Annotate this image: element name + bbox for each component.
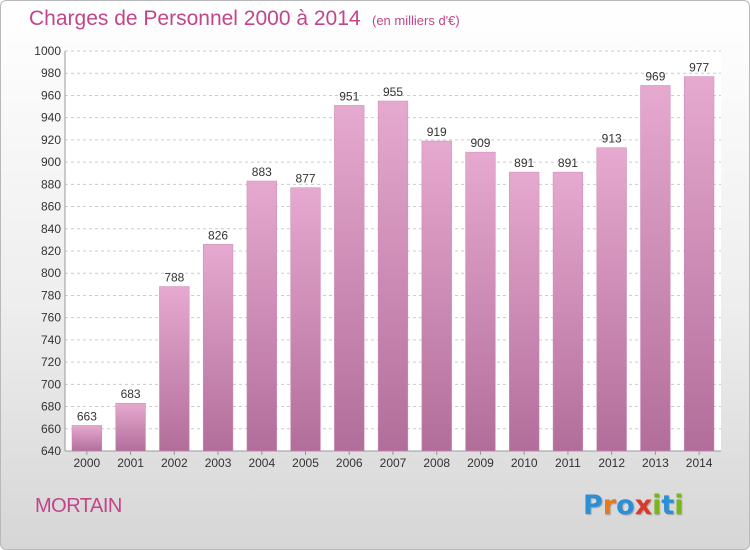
y-tick-label: 820 — [41, 244, 61, 258]
bar-2001 — [115, 402, 146, 452]
x-tick-label: 2013 — [642, 456, 669, 470]
x-tick-label: 2008 — [423, 456, 450, 470]
data-label: 913 — [602, 132, 622, 146]
y-tick-label: 980 — [41, 66, 61, 80]
data-label: 683 — [121, 387, 141, 401]
data-label: 969 — [645, 69, 665, 83]
place-name: MORTAIN — [35, 495, 122, 517]
bar-2007 — [377, 100, 409, 452]
y-tick-label: 660 — [41, 422, 61, 436]
x-tick-label: 2007 — [380, 456, 407, 470]
x-tick-label: 2003 — [205, 456, 232, 470]
logo-letter: i — [652, 490, 662, 521]
data-label: 826 — [208, 228, 228, 242]
data-label: 877 — [296, 172, 316, 186]
proxiti-logo: Proxiti — [583, 490, 684, 521]
chart-title: Charges de Personnel 2000 à 2014 — [29, 7, 361, 30]
y-tick-label: 940 — [41, 111, 61, 125]
y-tick-label: 640 — [41, 444, 61, 458]
bar-2011 — [552, 171, 584, 452]
data-label: 951 — [339, 89, 359, 103]
y-tick-label: 680 — [41, 400, 61, 414]
x-tick-label: 2014 — [686, 456, 713, 470]
bar-2008 — [421, 140, 452, 452]
bar-2000 — [71, 425, 102, 452]
logo-letter: o — [616, 490, 635, 521]
bar-2005 — [290, 187, 321, 452]
x-tick-label: 2011 — [555, 456, 581, 470]
bar-2010 — [509, 171, 540, 452]
y-tick-label: 780 — [41, 288, 61, 302]
y-tick-label: 880 — [41, 177, 61, 191]
logo-letter: i — [674, 490, 684, 521]
y-tick-label: 860 — [41, 200, 61, 214]
bar-2012 — [596, 147, 627, 452]
logo-letter: x — [634, 490, 653, 521]
data-label: 891 — [558, 156, 578, 170]
x-tick-label: 2006 — [336, 456, 363, 470]
y-tick-label: 920 — [41, 133, 61, 147]
data-label: 955 — [383, 85, 403, 99]
bar-2009 — [465, 151, 496, 452]
data-label: 977 — [689, 61, 709, 75]
x-tick-label: 2001 — [117, 456, 144, 470]
bar-2014 — [684, 76, 715, 452]
logo-letter: r — [602, 490, 617, 521]
x-tick-label: 2005 — [292, 456, 319, 470]
x-tick-label: 2010 — [511, 456, 538, 470]
data-label: 891 — [514, 156, 534, 170]
y-tick-label: 760 — [41, 311, 61, 325]
data-label: 788 — [164, 271, 184, 285]
data-label: 663 — [77, 409, 97, 423]
y-tick-label: 960 — [41, 88, 61, 102]
y-tick-label: 800 — [41, 266, 61, 280]
chart-subtitle: (en milliers d'€) — [372, 13, 460, 28]
y-tick-label: 900 — [41, 155, 61, 169]
data-label: 909 — [470, 136, 490, 150]
x-tick-label: 2004 — [248, 456, 275, 470]
x-tick-label: 2012 — [598, 456, 625, 470]
logo-letter: P — [583, 490, 603, 521]
y-tick-label: 720 — [41, 355, 61, 369]
x-tick-label: 2009 — [467, 456, 494, 470]
bar-2013 — [640, 85, 671, 452]
bar-2002 — [159, 286, 190, 452]
x-tick-label: 2000 — [74, 456, 101, 470]
bar-2004 — [246, 180, 277, 452]
logo-letter: t — [661, 490, 675, 521]
data-label: 919 — [427, 125, 447, 139]
bar-2006 — [334, 105, 365, 452]
y-tick-label: 1000 — [34, 44, 61, 58]
y-tick-label: 840 — [41, 222, 61, 236]
bar-2003 — [202, 244, 234, 452]
y-tick-label: 700 — [41, 377, 61, 391]
data-label: 883 — [252, 165, 272, 179]
y-tick-label: 740 — [41, 333, 61, 347]
x-tick-label: 2002 — [161, 456, 188, 470]
